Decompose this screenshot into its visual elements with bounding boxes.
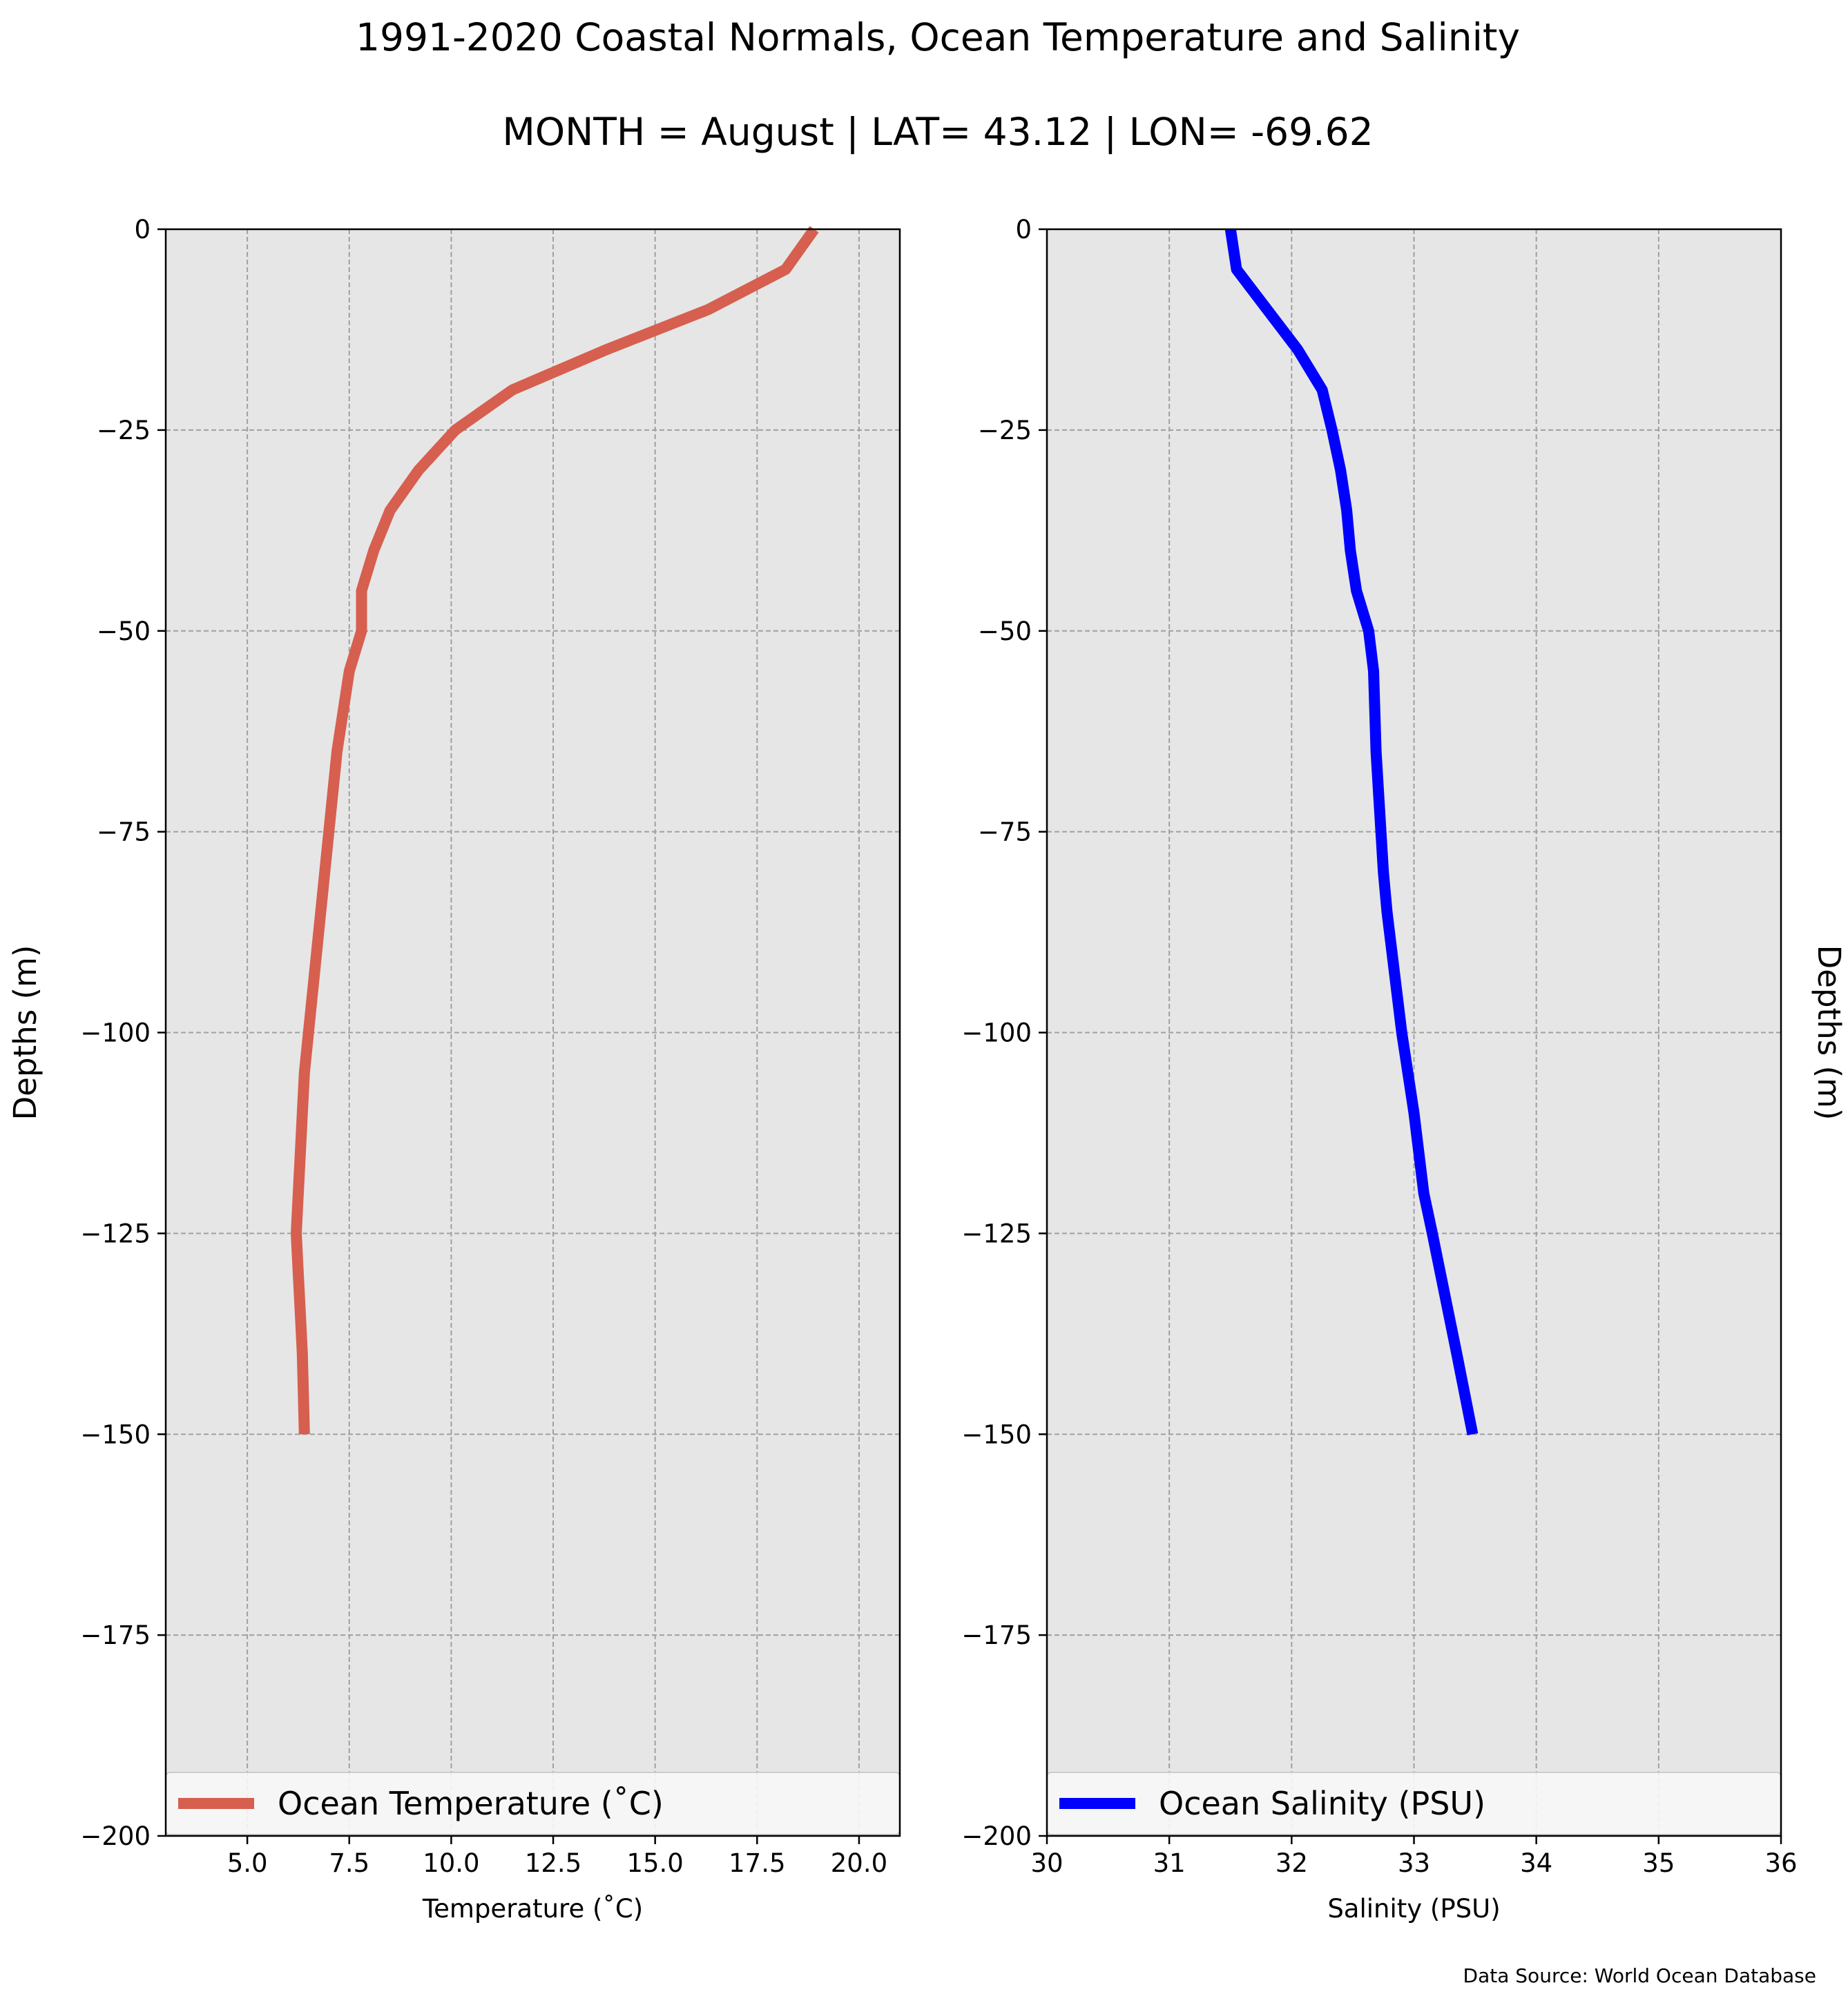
temperature-ytick-label-2: −50 [97,617,151,646]
temperature-xtick-label-0: 5.0 [227,1848,268,1878]
temperature-ytick-label-3: −75 [97,817,151,847]
salinity-ytick-label-8: −200 [961,1821,1032,1851]
salinity-ytick-label-2: −50 [978,617,1032,646]
salinity-xtick-label-4: 34 [1520,1848,1552,1878]
salinity-xlabel: Salinity (PSU) [1327,1894,1500,1924]
salinity-ylabel: Depths (m) [1811,945,1847,1121]
temperature-ytick-label-1: −25 [97,416,151,445]
temperature-xtick-label-2: 10.0 [423,1848,479,1878]
temperature-legend-label-0: Ocean Temperature (˚C) [278,1785,664,1822]
salinity-panel: Ocean Salinity (PSU) 30 31 32 33 34 35 36 0 −25 −5… [961,215,1847,1924]
salinity-ytick-label-5: −125 [961,1219,1032,1248]
temperature-xtick-label-5: 17.5 [729,1848,785,1878]
salinity-xtick-label-2: 32 [1276,1848,1308,1878]
salinity-xtick-label-5: 35 [1642,1848,1675,1878]
temperature-ytick-label-4: −100 [80,1018,151,1048]
temperature-ytick-label-0: 0 [134,215,151,244]
salinity-ytick-label-0: 0 [1015,215,1032,244]
salinity-ytick-label-4: −100 [961,1018,1032,1048]
salinity-xtick-label-6: 36 [1764,1848,1797,1878]
salinity-ytick-label-3: −75 [978,817,1032,847]
temperature-ytick-label-5: −125 [80,1219,151,1248]
temperature-xtick-label-3: 12.5 [525,1848,581,1878]
salinity-xtick-label-0: 30 [1030,1848,1063,1878]
temperature-ytick-label-6: −150 [80,1420,151,1449]
temperature-ylabel: Depths (m) [7,945,44,1121]
temperature-xtick-label-4: 15.0 [626,1848,683,1878]
salinity-ytick-label-1: −25 [978,416,1032,445]
salinity-ytick-label-6: −150 [961,1420,1032,1449]
temperature-ytick-label-8: −200 [80,1821,151,1851]
salinity-xtick-label-1: 31 [1153,1848,1186,1878]
salinity-series-line-0 [1224,228,1479,1435]
salinity-xtick-label-3: 33 [1398,1848,1430,1878]
temperature-xlabel: Temperature (˚C) [422,1894,643,1924]
temperature-ytick-label-7: −175 [80,1620,151,1650]
salinity-legend-label-0: Ocean Salinity (PSU) [1159,1785,1485,1822]
temperature-panel: Ocean Temperature (˚C) 5.0 7.5 10.0 12.5 15.0… [7,215,901,1924]
figure-title-line1: 1991-2020 Coastal Normals, Ocean Tempera… [356,15,1520,59]
data-source-note: Data Source: World Ocean Database [1463,1964,1816,1987]
figure-title-line2: MONTH = August | LAT= 43.12 | LON= -69.6… [502,110,1373,155]
temperature-series-line-0 [291,226,819,1435]
salinity-ytick-label-7: −175 [961,1620,1032,1650]
temperature-xtick-label-1: 7.5 [329,1848,369,1878]
temperature-xtick-label-6: 20.0 [831,1848,887,1878]
